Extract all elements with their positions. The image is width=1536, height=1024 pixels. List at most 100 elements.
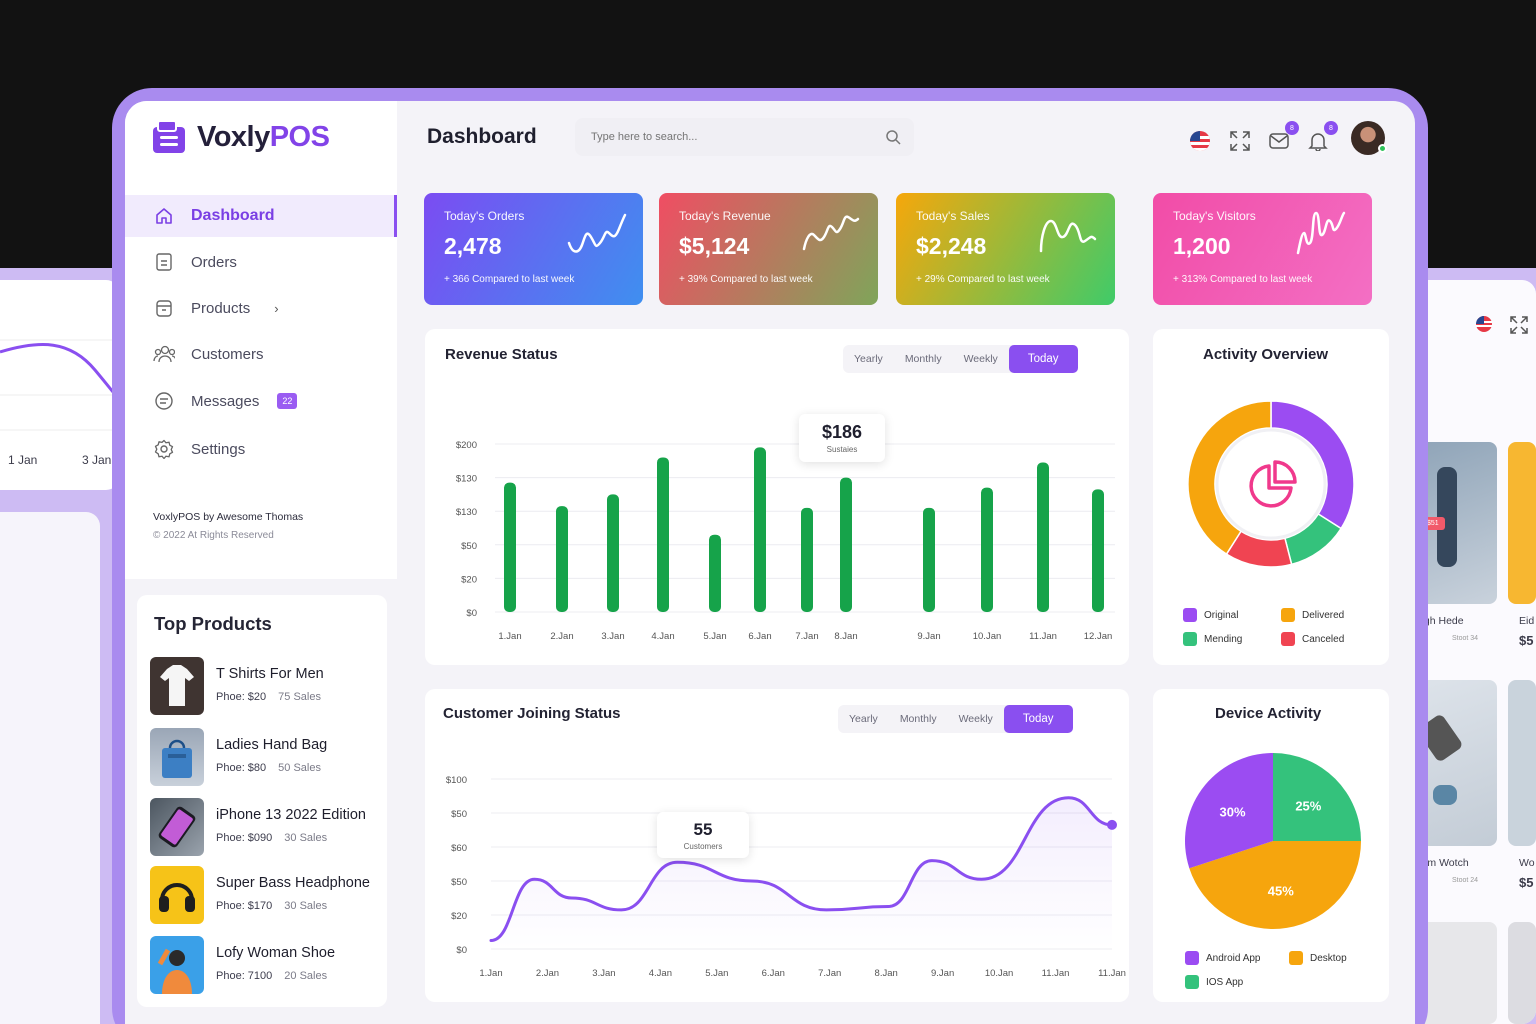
stat-value: $2,248 bbox=[916, 233, 987, 259]
list-item[interactable]: iPhone 13 2022 Edition Phoe: $090 30 Sale… bbox=[150, 798, 390, 856]
handbag-icon bbox=[162, 739, 192, 778]
background-products-screen: $51 High Hede Stoot 34 Eid $5 Ham Wotch … bbox=[1400, 280, 1536, 1024]
product-meta: Phoe: 7100 20 Sales bbox=[216, 970, 327, 982]
tab-monthly[interactable]: Monthly bbox=[904, 353, 942, 365]
x-tick-label: 3.Jan bbox=[592, 968, 615, 979]
background-product-name: Eid bbox=[1519, 615, 1535, 627]
y-tick-label: $50 bbox=[461, 541, 477, 552]
bar bbox=[754, 447, 766, 612]
tab-weekly[interactable]: Weekly bbox=[963, 353, 998, 365]
pie-chart-icon bbox=[1249, 464, 1293, 508]
tab-today[interactable]: Today bbox=[1008, 345, 1078, 373]
search-input[interactable] bbox=[575, 118, 914, 156]
background-product-name: Wo bbox=[1519, 857, 1535, 869]
tooltip-label: Customers bbox=[683, 842, 723, 851]
stat-compare: + 39% Compared to last week bbox=[679, 274, 813, 285]
x-tick-label: 12.Jan bbox=[1084, 631, 1113, 642]
brand-logo[interactable]: VoxlyPOS bbox=[151, 119, 330, 155]
legend-ios: IOS App bbox=[1185, 975, 1243, 989]
messages-button[interactable]: 8 bbox=[1267, 121, 1299, 153]
search-icon[interactable] bbox=[885, 129, 901, 145]
tshirt-icon bbox=[160, 665, 194, 706]
stat-compare: + 366 Compared to last week bbox=[444, 274, 575, 285]
sparkline-icon bbox=[567, 213, 627, 253]
list-item[interactable]: Ladies Hand Bag Phoe: $80 50 Sales bbox=[150, 728, 390, 786]
pie-slice bbox=[1189, 841, 1361, 929]
revenue-period-tabs: Yearly Monthly Weekly Today bbox=[843, 345, 1078, 373]
list-item[interactable]: Lofy Woman Shoe Phoe: 7100 20 Sales bbox=[150, 936, 390, 994]
list-item[interactable]: Super Bass Headphone Phoe: $170 30 Sales bbox=[150, 866, 390, 924]
sidebar-item-label: Customers bbox=[191, 345, 264, 363]
sidebar-item-dashboard[interactable]: Dashboard bbox=[125, 195, 397, 237]
product-price: Phoe: $20 bbox=[216, 691, 267, 703]
x-tick-label: 5.Jan bbox=[703, 631, 726, 642]
sidebar-item-label: Dashboard bbox=[191, 207, 275, 224]
donut-inner-ring bbox=[1215, 428, 1327, 540]
stat-card-sales[interactable]: Today's Sales $2,248 + 29% Compared to l… bbox=[896, 193, 1115, 305]
fullscreen-button[interactable] bbox=[1228, 129, 1252, 153]
device-title: Device Activity bbox=[1215, 705, 1322, 722]
notifications-button[interactable]: 8 bbox=[1306, 121, 1338, 153]
x-tick-label: 2.Jan bbox=[550, 631, 573, 642]
stat-card-orders[interactable]: Today's Orders 2,478 + 366 Compared to l… bbox=[424, 193, 643, 305]
product-meta: Phoe: $090 30 Sales bbox=[216, 832, 327, 844]
product-sales: 75 Sales bbox=[278, 691, 321, 703]
x-tick-label: 5.Jan bbox=[705, 968, 728, 979]
tooltip-value: 55 bbox=[693, 820, 713, 839]
legend-android: Android App bbox=[1185, 951, 1261, 965]
mail-icon bbox=[1269, 133, 1289, 149]
legend-swatch bbox=[1281, 608, 1295, 622]
product-sales: 20 Sales bbox=[284, 970, 328, 982]
tab-monthly[interactable]: Monthly bbox=[899, 713, 937, 725]
legend-swatch bbox=[1183, 632, 1197, 646]
stat-label: Today's Sales bbox=[916, 209, 990, 223]
legend-canceled: Canceled bbox=[1281, 632, 1344, 646]
background-product-image bbox=[1508, 442, 1536, 604]
legend-desktop: Desktop bbox=[1289, 951, 1347, 965]
stat-card-revenue[interactable]: Today's Revenue $5,124 + 39% Compared to… bbox=[659, 193, 878, 305]
sidebar-footer-title: VoxlyPOS by Awesome Thomas bbox=[153, 511, 304, 523]
x-tick-label: 11.Jan bbox=[1042, 968, 1070, 979]
sidebar-item-settings[interactable]: Settings bbox=[125, 428, 397, 470]
fullscreen-icon bbox=[1230, 131, 1250, 151]
stat-card-visitors[interactable]: Today's Visitors 1,200 + 313% Compared t… bbox=[1153, 193, 1372, 305]
pie-chart-icon-slice bbox=[1273, 460, 1297, 484]
sidebar-item-messages[interactable]: Messages 22 bbox=[125, 380, 397, 422]
product-price: Phoe: 7100 bbox=[216, 970, 273, 982]
products-icon bbox=[153, 297, 175, 319]
tab-yearly[interactable]: Yearly bbox=[854, 353, 883, 365]
top-products-title: Top Products bbox=[154, 613, 272, 634]
tab-today[interactable]: Today bbox=[1003, 705, 1073, 733]
product-meta: Phoe: $170 30 Sales bbox=[216, 900, 327, 912]
x-tick-label: 1.Jan bbox=[498, 631, 521, 642]
activity-donut-chart bbox=[1187, 400, 1355, 568]
product-name: iPhone 13 2022 Edition bbox=[216, 807, 366, 823]
language-selector[interactable] bbox=[1188, 129, 1212, 153]
woman-thumbnail bbox=[150, 936, 204, 994]
online-status-dot bbox=[1378, 144, 1387, 153]
product-sales: 50 Sales bbox=[278, 762, 321, 774]
orders-icon bbox=[153, 251, 175, 273]
stat-value: 2,478 bbox=[444, 233, 502, 259]
tab-weekly[interactable]: Weekly bbox=[958, 713, 993, 725]
tab-yearly[interactable]: Yearly bbox=[849, 713, 878, 725]
list-item[interactable]: T Shirts For Men Phoe: $20 75 Sales bbox=[150, 657, 390, 715]
pos-logo-icon bbox=[153, 120, 185, 153]
background-product-image bbox=[1415, 680, 1497, 846]
tshirt-thumbnail bbox=[150, 657, 204, 715]
bar bbox=[657, 457, 669, 612]
y-tick-label: $100 bbox=[446, 775, 467, 786]
dashboard-screen: VoxlyPOS Dashboard Orders Products › Cus… bbox=[125, 101, 1415, 1024]
bar bbox=[709, 534, 721, 612]
sidebar-item-products[interactable]: Products › bbox=[125, 287, 397, 329]
sidebar-item-customers[interactable]: Customers bbox=[125, 333, 397, 375]
x-tick-label: 10.Jan bbox=[985, 968, 1014, 979]
brand-name: VoxlyPOS bbox=[197, 121, 330, 154]
x-tick-label: 3.Jan bbox=[601, 631, 624, 642]
legend-swatch bbox=[1281, 632, 1295, 646]
y-tick-label: $130 bbox=[456, 474, 477, 485]
legend-swatch bbox=[1185, 951, 1199, 965]
bar bbox=[1037, 462, 1049, 612]
sidebar-item-orders[interactable]: Orders bbox=[125, 241, 397, 283]
bar bbox=[1092, 489, 1104, 612]
